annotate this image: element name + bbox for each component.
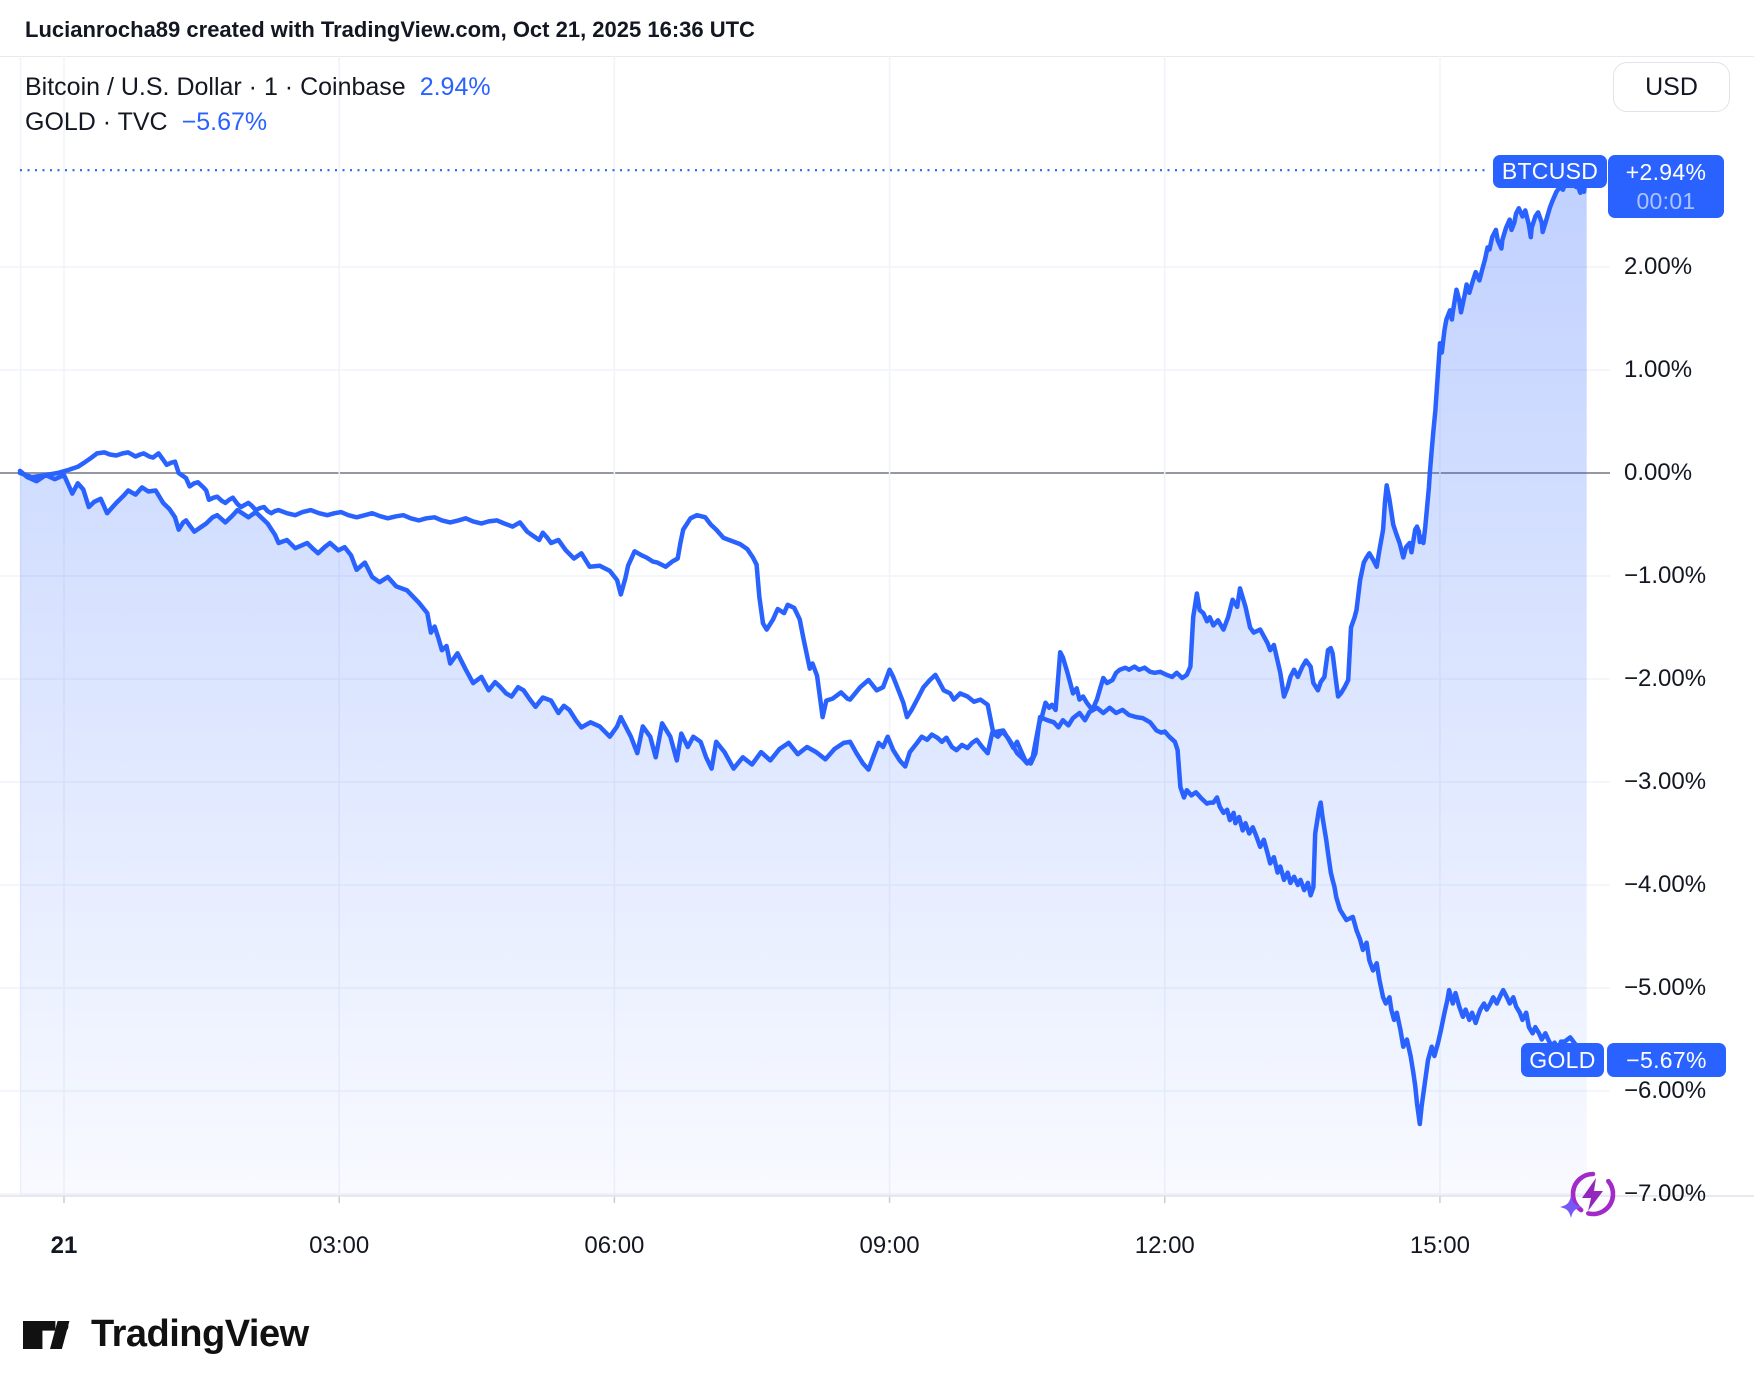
- legend-symbol-gold: GOLD · TVC: [25, 108, 168, 136]
- attribution-text: Lucianrocha89 created with TradingView.c…: [25, 17, 755, 42]
- btcusd-price-badge: +2.94% 00:01: [1608, 155, 1724, 218]
- price-axis-label: −1.00%: [1624, 562, 1707, 589]
- sparkle-star-icon: [1560, 1196, 1582, 1218]
- legend-change-gold: −5.67%: [181, 108, 268, 136]
- footer: TradingView: [23, 1313, 309, 1356]
- gold-price-badge: −5.67%: [1607, 1043, 1726, 1077]
- ai-flash-sparkle-icon[interactable]: [1560, 1166, 1622, 1226]
- price-axis-label: −3.00%: [1624, 768, 1707, 795]
- price-axis-label: −7.00%: [1624, 1180, 1707, 1207]
- price-axis-label: 2.00%: [1624, 253, 1693, 280]
- price-axis-label: −6.00%: [1624, 1077, 1707, 1104]
- legend-symbol-btcusd: Bitcoin / U.S. Dollar · 1 · Coinbase: [25, 73, 406, 101]
- currency-usd-button[interactable]: USD: [1613, 62, 1730, 112]
- legend-change-btcusd: 2.94%: [419, 73, 491, 101]
- price-axis-label: 0.00%: [1624, 459, 1693, 486]
- gold-line-series: [17, 450, 1589, 1127]
- btcusd-symbol-badge: BTCUSD: [1493, 155, 1607, 188]
- price-axis-label: −2.00%: [1624, 665, 1707, 692]
- btcusd-bar-countdown: 00:01: [1636, 187, 1696, 214]
- tradingview-logo[interactable]: [23, 1315, 77, 1355]
- gold-symbol-badge: GOLD: [1521, 1043, 1604, 1077]
- time-axis-label: 21: [50, 1232, 78, 1259]
- price-axis-label: −5.00%: [1624, 974, 1707, 1001]
- time-axis-label: 12:00: [1134, 1232, 1195, 1259]
- time-axis-label: 15:00: [1409, 1232, 1470, 1259]
- header-divider: [0, 56, 1754, 57]
- legend-row-btcusd[interactable]: Bitcoin / U.S. Dollar · 1 · Coinbase 2.94…: [25, 70, 491, 105]
- time-axis-label: 03:00: [309, 1232, 370, 1259]
- price-axis-label: −4.00%: [1624, 871, 1707, 898]
- chart-legend: Bitcoin / U.S. Dollar · 1 · Coinbase 2.94…: [25, 70, 491, 140]
- brand-name[interactable]: TradingView: [91, 1313, 309, 1355]
- lightning-bolt-icon: [1582, 1178, 1603, 1211]
- btcusd-area-fill: [20, 170, 1587, 1197]
- price-axis-label: 1.00%: [1624, 356, 1693, 383]
- legend-row-gold[interactable]: GOLD · TVC −5.67%: [25, 105, 491, 140]
- btcusd-change-value: +2.94%: [1625, 158, 1707, 185]
- btcusd-line-series: [17, 167, 1589, 772]
- time-axis-label: 06:00: [584, 1232, 645, 1259]
- time-axis-label: 09:00: [859, 1232, 920, 1259]
